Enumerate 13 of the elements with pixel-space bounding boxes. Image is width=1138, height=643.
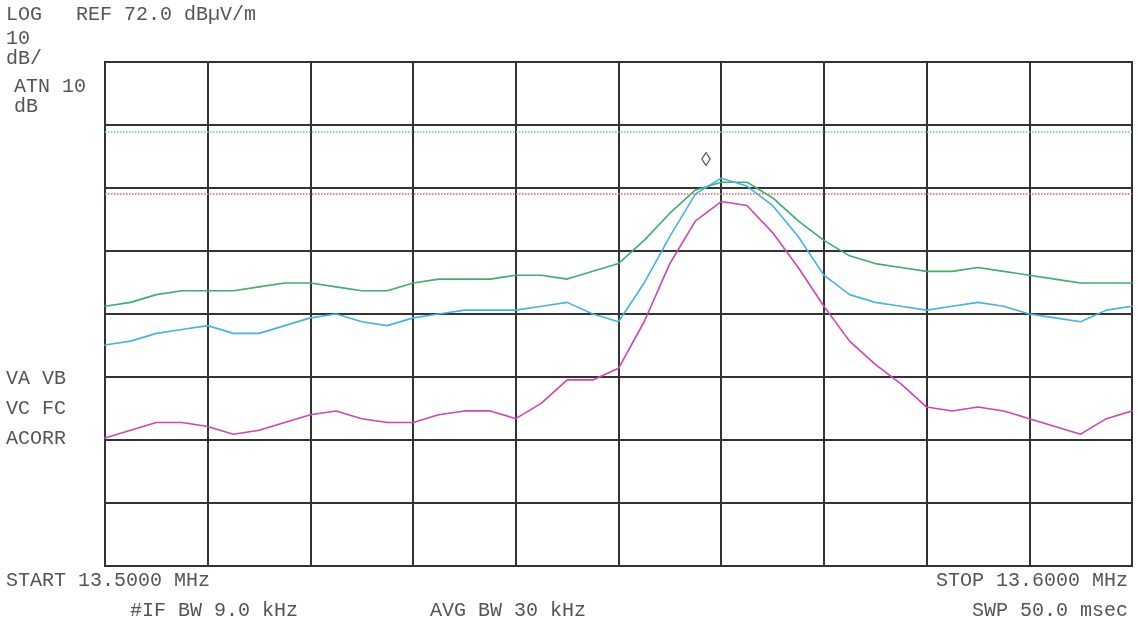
text: ◊ <box>700 148 713 172</box>
text: #IF BW 9.0 kHz <box>130 598 299 622</box>
text: LOG <box>6 2 43 26</box>
text: ATN 10 dB <box>14 74 99 118</box>
text: 10 dB/ <box>6 26 43 70</box>
text: REF 72.0 dBµV/m <box>76 2 257 26</box>
text: AVG BW 30 kHz <box>430 598 587 622</box>
text: STOP 13.6000 MHz <box>935 568 1128 592</box>
text: START 13.5000 MHz <box>6 568 211 592</box>
text: ACORR <box>6 426 67 450</box>
text: SWP 50.0 msec <box>971 598 1129 622</box>
text: VC FC <box>6 396 67 420</box>
text: VA VB <box>6 366 67 390</box>
